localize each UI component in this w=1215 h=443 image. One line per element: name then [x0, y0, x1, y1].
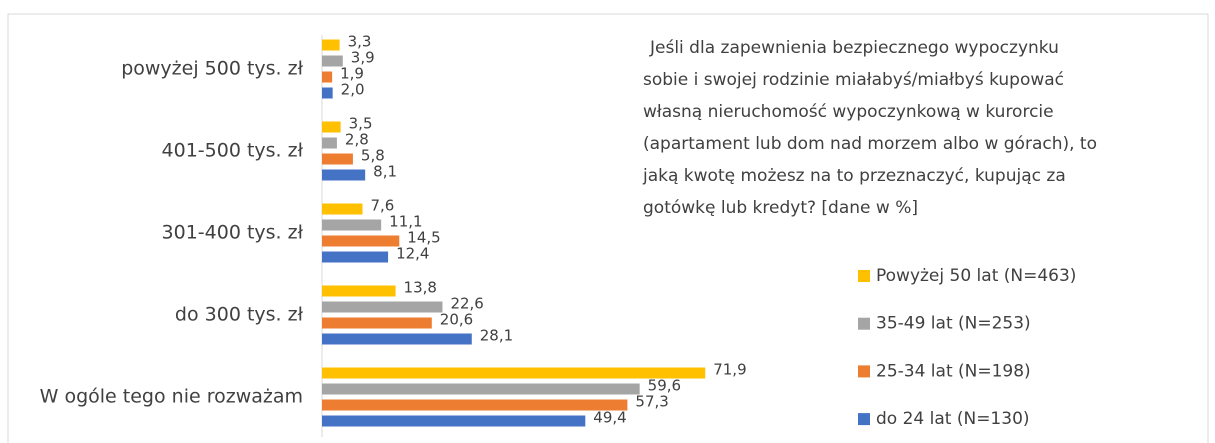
bar [322, 399, 628, 411]
value-label: 3,3 [348, 33, 372, 51]
value-label: 1,9 [340, 65, 364, 83]
category-label: 401-500 tys. zł [162, 140, 304, 162]
value-label: 7,6 [371, 197, 395, 215]
bar [322, 251, 389, 263]
value-label: 71,9 [713, 361, 746, 379]
bar [322, 71, 333, 83]
annotation: Jeśli dla zapewnienia bezpiecznego wypoc… [649, 38, 1059, 58]
bar [322, 383, 640, 395]
bar [322, 367, 706, 379]
bar [322, 317, 432, 329]
bar [322, 285, 396, 297]
bar [322, 55, 343, 67]
bar [322, 219, 382, 231]
legend-label: 35-49 lat (N=253) [876, 314, 1031, 334]
legend-swatch [858, 317, 870, 330]
bar [322, 203, 363, 215]
value-label: 2,0 [341, 81, 365, 99]
value-label: 57,3 [635, 393, 668, 411]
bar [322, 333, 472, 345]
bar [322, 39, 340, 51]
value-label: 13,8 [404, 279, 437, 297]
bar [322, 87, 333, 99]
annotation: gotówkę lub kredyt? [dane w %] [643, 198, 918, 218]
chart-frame [7, 13, 1209, 443]
value-label: 5,8 [361, 147, 385, 165]
value-label: 11,1 [389, 213, 422, 231]
annotation: własną nieruchomość wypoczynkową w kuror… [643, 102, 1054, 122]
value-label: 14,5 [407, 229, 440, 247]
value-label: 28,1 [480, 327, 513, 345]
annotation: (apartament lub dom nad morzem albo w gó… [643, 134, 1097, 154]
category-label: powyżej 500 tys. zł [121, 58, 303, 80]
value-label: 20,6 [440, 311, 473, 329]
legend-swatch [858, 365, 870, 378]
value-label: 49,4 [593, 409, 626, 427]
bar [322, 415, 586, 427]
legend-swatch [858, 413, 870, 426]
bar [322, 137, 337, 149]
value-label: 12,4 [396, 245, 429, 263]
category-label: 301-400 tys. zł [162, 222, 304, 244]
value-label: 2,8 [345, 131, 369, 149]
legend-label: do 24 lat (N=130) [876, 409, 1030, 429]
annotation: jaką kwotę możesz na to przeznaczyć, kup… [642, 166, 1066, 186]
legend-label: Powyżej 50 lat (N=463) [876, 266, 1076, 286]
legend-swatch [858, 270, 870, 282]
bar [322, 235, 400, 247]
bar [322, 121, 341, 133]
category-label: W ogóle tego nie rozważam [40, 386, 303, 408]
bar [322, 169, 366, 181]
value-label: 22,6 [450, 295, 483, 313]
legend-label: 25-34 lat (N=198) [876, 361, 1031, 381]
category-label: do 300 tys. zł [175, 304, 304, 326]
value-label: 8,1 [373, 163, 397, 181]
bar [322, 301, 443, 313]
bar [322, 153, 353, 165]
value-label: 59,6 [648, 377, 681, 395]
value-label: 3,9 [351, 49, 375, 67]
value-label: 3,5 [349, 115, 373, 133]
annotation: sobie i swojej rodzinie miałabyś/miałbyś… [643, 70, 1064, 90]
